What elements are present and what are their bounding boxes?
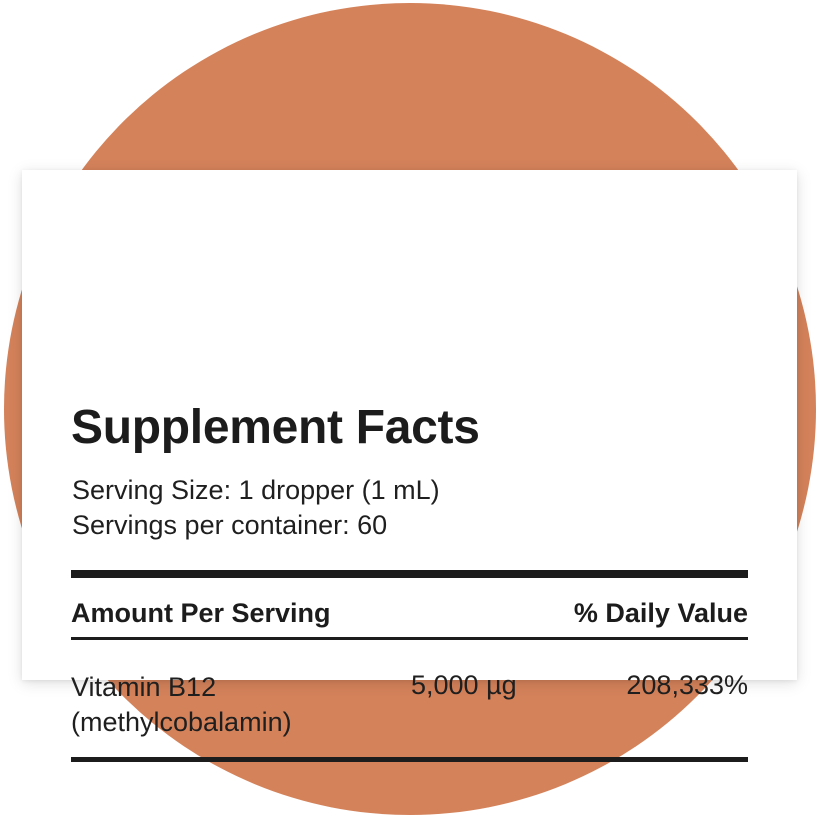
supplement-facts-card: Supplement Facts Serving Size: 1 dropper… xyxy=(22,170,797,762)
table-row: Vitamin B12 (methylcobalamin) 5,000 µg 2… xyxy=(71,670,748,739)
rule-bottom xyxy=(71,757,748,762)
page-title: Supplement Facts xyxy=(71,401,480,454)
nutrient-daily-value: 208,333% xyxy=(626,670,748,700)
serving-size-text: Serving Size: 1 dropper (1 mL) xyxy=(72,475,440,505)
column-header-daily-value: % Daily Value xyxy=(573,598,748,628)
servings-per-container-text: Servings per container: 60 xyxy=(72,510,388,540)
nutrient-amount: 5,000 µg xyxy=(411,670,517,700)
nutrient-name: Vitamin B12 (methylcobalamin) xyxy=(71,670,411,739)
column-header-amount-per-serving: Amount Per Serving xyxy=(71,598,331,628)
card-content: Supplement Facts Serving Size: 1 dropper… xyxy=(71,170,748,762)
nutrient-name-line2: (methylcobalamin) xyxy=(71,706,292,737)
nutrient-name-line1: Vitamin B12 xyxy=(71,672,217,702)
rule-thin-under-header xyxy=(71,637,748,640)
rule-thick-top xyxy=(71,570,748,578)
table-header-row: Amount Per Serving % Daily Value xyxy=(71,598,748,629)
